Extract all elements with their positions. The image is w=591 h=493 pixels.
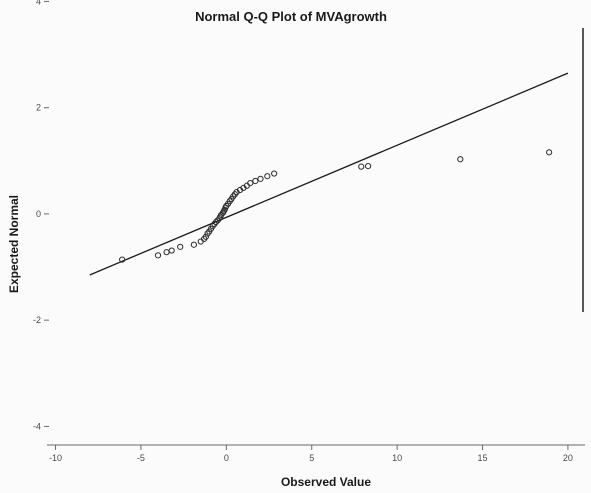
data-point xyxy=(457,156,464,163)
x-tick-label: 10 xyxy=(392,453,402,463)
y-tick-label: 4 xyxy=(36,0,41,6)
data-point xyxy=(154,252,162,259)
data-point xyxy=(168,247,175,254)
data-point xyxy=(546,149,553,156)
x-tick-label: -5 xyxy=(137,453,145,463)
x-tick-label: 0 xyxy=(224,453,229,463)
data-point xyxy=(364,163,372,170)
y-axis-ticks: -4 -2 0 2 4 xyxy=(33,0,49,431)
data-point xyxy=(252,177,259,185)
y-tick-label: 2 xyxy=(36,103,41,113)
data-point xyxy=(264,173,271,180)
data-point xyxy=(119,256,126,263)
reference-line-layer xyxy=(89,72,569,276)
x-axis-title: Observed Value xyxy=(281,475,371,489)
y-tick-label: -4 xyxy=(33,421,41,431)
data-point xyxy=(358,163,365,170)
data-point xyxy=(212,218,220,225)
reference-line xyxy=(89,72,569,276)
data-point xyxy=(177,243,184,250)
data-point xyxy=(257,175,264,182)
chart-title: Normal Q-Q Plot of MVAgrowth xyxy=(195,9,387,24)
y-tick-label: -2 xyxy=(33,315,41,325)
data-point xyxy=(190,241,197,248)
data-point xyxy=(271,170,278,177)
data-points xyxy=(119,149,553,263)
x-tick-label: 15 xyxy=(478,453,488,463)
y-axis-title: Expected Normal xyxy=(7,195,21,293)
y-tick-label: 0 xyxy=(36,209,41,219)
data-point xyxy=(247,180,254,187)
x-tick-label: -10 xyxy=(49,453,62,463)
x-tick-label: 20 xyxy=(563,453,573,463)
x-axis-ticks: -10 -5 0 5 10 15 20 xyxy=(49,445,573,463)
data-point xyxy=(202,233,209,240)
x-tick-label: 5 xyxy=(309,453,314,463)
